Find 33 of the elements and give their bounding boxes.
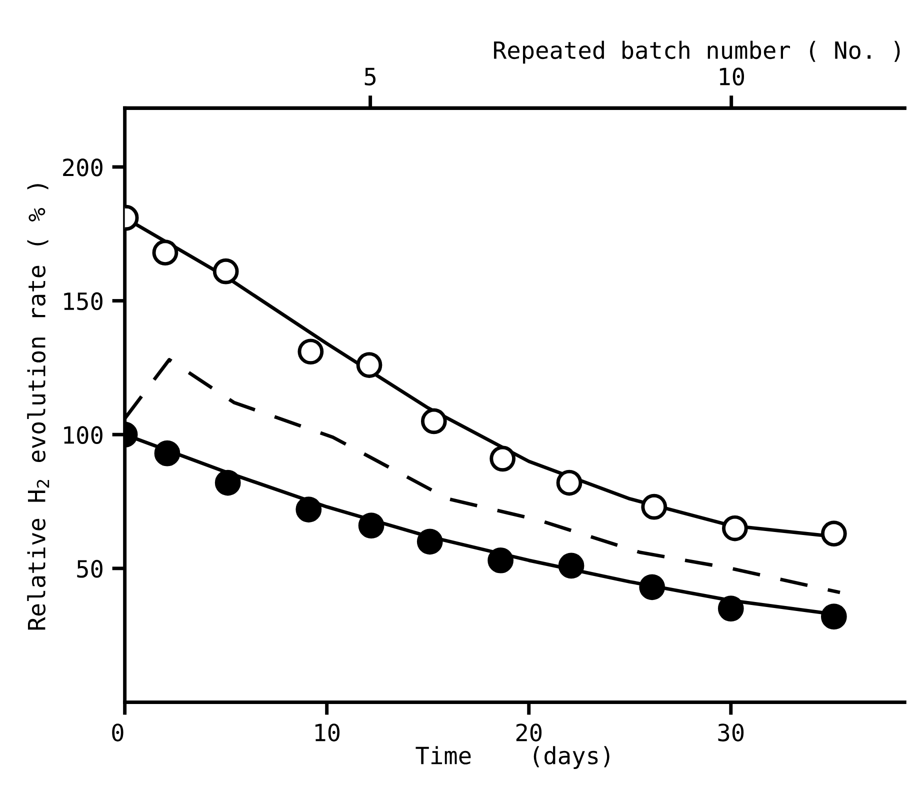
point xyxy=(212,258,239,284)
point xyxy=(154,440,180,466)
point xyxy=(214,470,241,496)
point xyxy=(296,496,322,522)
x2-tick-label: 5 xyxy=(364,68,376,86)
point xyxy=(820,520,847,547)
y-tick-label: 150 xyxy=(64,292,102,310)
point xyxy=(358,512,384,539)
point xyxy=(718,596,744,622)
point xyxy=(639,574,666,600)
point xyxy=(556,470,582,496)
x-tick-label: 0 xyxy=(112,724,124,742)
point xyxy=(490,446,516,472)
point xyxy=(416,528,443,555)
point xyxy=(722,515,748,542)
x2-tick-label: 10 xyxy=(720,68,744,86)
y-tick-label: 100 xyxy=(64,426,102,444)
point xyxy=(152,240,178,266)
point xyxy=(488,547,514,574)
point xyxy=(558,552,584,579)
point xyxy=(298,338,324,365)
y-axis-title: Relative H$_{2}$ evolution rate ( % ) xyxy=(27,184,50,630)
x-tick-label: 10 xyxy=(315,724,340,742)
point xyxy=(420,408,447,434)
point xyxy=(356,352,382,378)
x-tick-label: 30 xyxy=(718,724,744,742)
x-tick-label: 20 xyxy=(516,724,542,742)
point xyxy=(820,604,847,630)
x-axis-title: Time (days) xyxy=(416,746,610,769)
x2-axis-title: Repeated batch number ( No. ) xyxy=(494,40,900,64)
y-tick-label: 50 xyxy=(77,560,102,578)
y-tick-label: 200 xyxy=(63,158,102,176)
point xyxy=(641,494,668,520)
